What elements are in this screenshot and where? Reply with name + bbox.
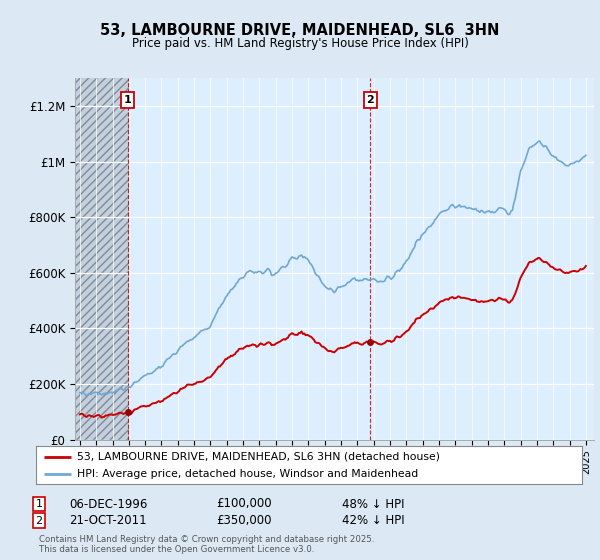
Text: 53, LAMBOURNE DRIVE, MAIDENHEAD, SL6 3HN (detached house): 53, LAMBOURNE DRIVE, MAIDENHEAD, SL6 3HN… bbox=[77, 452, 440, 462]
Text: 1: 1 bbox=[35, 499, 43, 509]
Text: 42% ↓ HPI: 42% ↓ HPI bbox=[342, 514, 404, 528]
Text: HPI: Average price, detached house, Windsor and Maidenhead: HPI: Average price, detached house, Wind… bbox=[77, 469, 418, 479]
Bar bbox=[129, 78, 594, 440]
Text: Price paid vs. HM Land Registry's House Price Index (HPI): Price paid vs. HM Land Registry's House … bbox=[131, 38, 469, 50]
Bar bbox=[75, 78, 129, 440]
Text: 06-DEC-1996: 06-DEC-1996 bbox=[69, 497, 148, 511]
Text: 48% ↓ HPI: 48% ↓ HPI bbox=[342, 497, 404, 511]
Text: Contains HM Land Registry data © Crown copyright and database right 2025.
This d: Contains HM Land Registry data © Crown c… bbox=[39, 535, 374, 554]
Text: 53, LAMBOURNE DRIVE, MAIDENHEAD, SL6  3HN: 53, LAMBOURNE DRIVE, MAIDENHEAD, SL6 3HN bbox=[100, 22, 500, 38]
Text: £100,000: £100,000 bbox=[216, 497, 272, 511]
Text: 2: 2 bbox=[367, 95, 374, 105]
Text: £350,000: £350,000 bbox=[216, 514, 271, 528]
Text: 1: 1 bbox=[124, 95, 131, 105]
Text: 21-OCT-2011: 21-OCT-2011 bbox=[69, 514, 146, 528]
Text: 2: 2 bbox=[35, 516, 43, 526]
